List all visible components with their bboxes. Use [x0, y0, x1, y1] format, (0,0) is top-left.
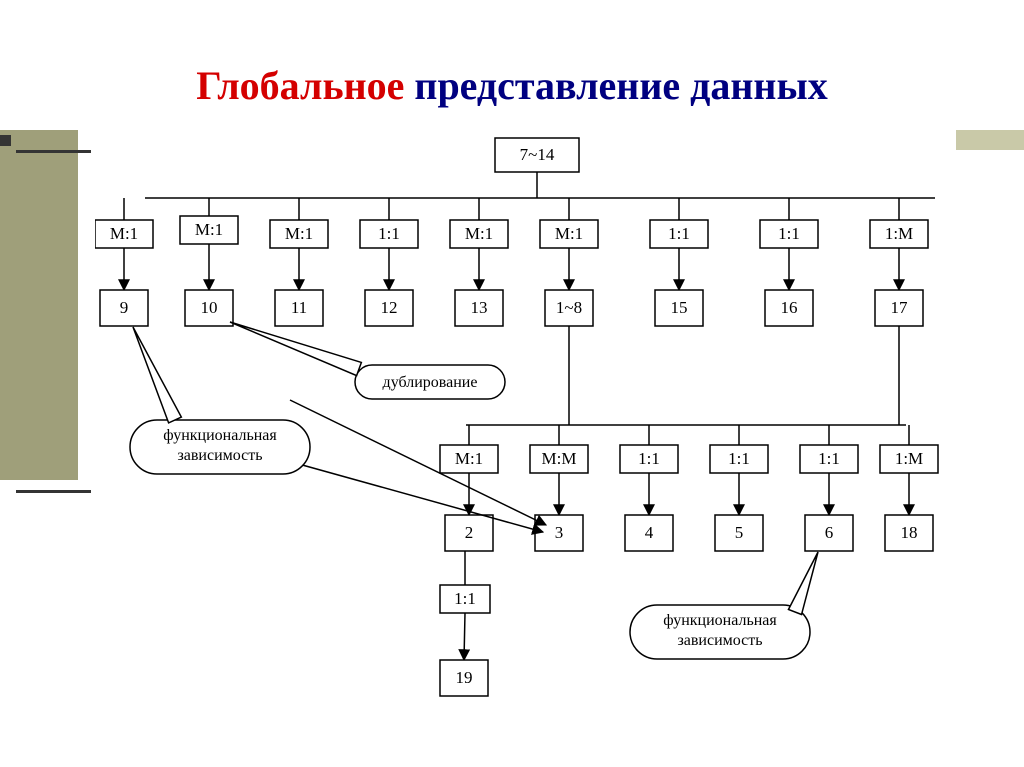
rel3-label: 1:1: [454, 589, 476, 608]
val1-4-label: 13: [471, 298, 488, 317]
val2-1-label: 3: [555, 523, 564, 542]
rel1-3-label: 1:1: [378, 224, 400, 243]
rel1-6-label: 1:1: [668, 224, 690, 243]
val1-5-label: 1~8: [556, 298, 582, 317]
val1-6-label: 15: [671, 298, 688, 317]
val1-0-label: 9: [120, 298, 129, 317]
val3-label: 19: [456, 668, 473, 687]
rel1-0-label: M:1: [110, 224, 138, 243]
callout-fd1-text2: зависимость: [177, 447, 262, 464]
val1-2-label: 11: [291, 298, 307, 317]
slide: Глобальное представление данных 7~14 M:1 9…: [0, 0, 1024, 767]
rel2-2-label: 1:1: [638, 449, 660, 468]
rel2-5-label: 1:M: [895, 449, 923, 468]
val2-0-label: 2: [465, 523, 474, 542]
rel2-0-label: M:1: [455, 449, 483, 468]
hierarchy-diagram: 7~14 M:1 9 M:1 10 M:1 11 1:1 12 M:1 13 M:1 1~8 1:1 15 1…: [95, 120, 975, 745]
callout-fd2-text2: зависимость: [677, 632, 762, 649]
callout-fd1-tail: [133, 327, 181, 423]
title-rest: представление данных: [404, 63, 827, 108]
rel2-4-label: 1:1: [818, 449, 840, 468]
val1-3-label: 12: [381, 298, 398, 317]
rule-bottom: [16, 490, 91, 493]
rel2-3-label: 1:1: [728, 449, 750, 468]
bullet-square: [0, 135, 11, 146]
callout-dup-tail: [230, 322, 361, 376]
rel1-5-label: M:1: [555, 224, 583, 243]
val1-1-label: 10: [201, 298, 218, 317]
rule-top: [16, 150, 91, 153]
title-accent: Глобальное: [196, 63, 404, 108]
rel1-2-label: M:1: [285, 224, 313, 243]
callout-fd2-text1: функциональная: [663, 612, 777, 629]
val1-7-label: 16: [781, 298, 798, 317]
val1-8-label: 17: [891, 298, 909, 317]
edge: [290, 400, 546, 525]
rel2-1-label: M:M: [542, 449, 577, 468]
val2-5-label: 18: [901, 523, 918, 542]
rel1-1-label: M:1: [195, 220, 223, 239]
val2-3-label: 5: [735, 523, 744, 542]
rel1-7-label: 1:1: [778, 224, 800, 243]
callout-dup-text: дублирование: [383, 374, 478, 391]
root-node-label: 7~14: [520, 145, 555, 164]
val2-2-label: 4: [645, 523, 654, 542]
val2-4-label: 6: [825, 523, 834, 542]
callout-fd1-text1: функциональная: [163, 427, 277, 444]
side-band: [0, 130, 78, 480]
edge: [464, 613, 465, 660]
callout-fd2-tail: [788, 552, 818, 615]
rel1-4-label: M:1: [465, 224, 493, 243]
rel1-8-label: 1:M: [885, 224, 913, 243]
page-title: Глобальное представление данных: [0, 62, 1024, 109]
